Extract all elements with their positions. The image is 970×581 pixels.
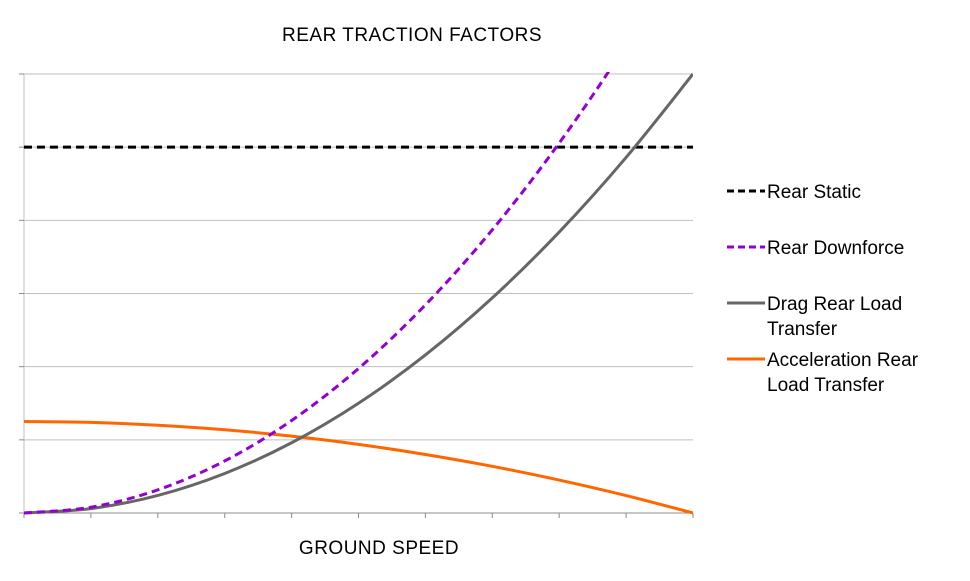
grid-lines xyxy=(24,73,693,441)
legend-label-drag-rear-load-transfer: Drag Rear Load Transfer xyxy=(767,294,902,340)
series-line-rear-downforce xyxy=(24,72,611,515)
series-line-acceleration-rear-load-transfer xyxy=(24,420,693,515)
axes xyxy=(19,73,694,518)
series-line-drag-rear-load-transfer xyxy=(24,73,693,515)
legend-label-rear-static: Rear Static xyxy=(767,182,861,203)
series-lines xyxy=(24,72,693,515)
chart-title: REAR TRACTION FACTORS xyxy=(282,25,542,46)
legend: Rear Static Rear Downforce Drag Rear Load T… xyxy=(727,182,919,396)
x-axis-label: GROUND SPEED xyxy=(299,538,459,559)
legend-label-rear-downforce: Rear Downforce xyxy=(767,238,904,259)
legend-label-acceleration-rear-load-transfer: Acceleration Rear Load Transfer xyxy=(767,350,919,396)
